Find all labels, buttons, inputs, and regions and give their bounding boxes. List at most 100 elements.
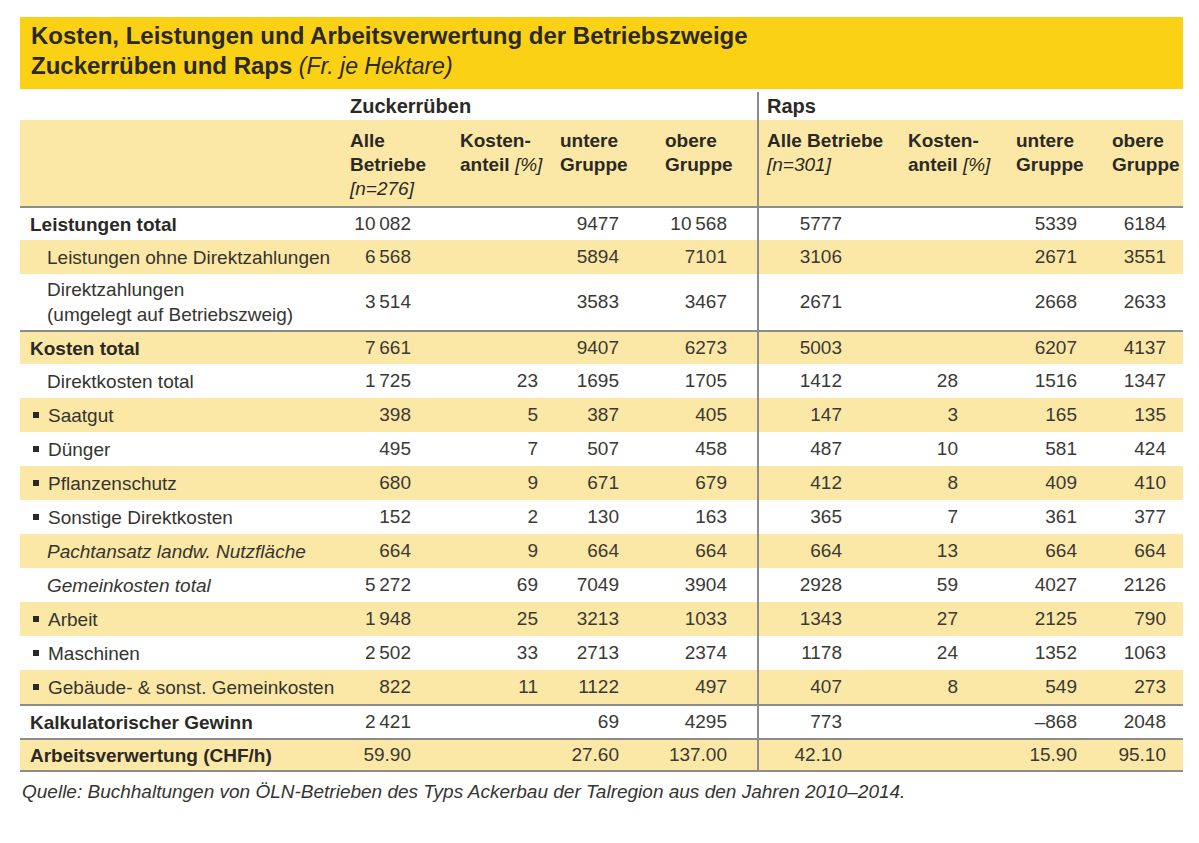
cell-zr-kostenanteil: 5 (411, 404, 538, 426)
header-bracket-note: [n=276] (350, 178, 414, 199)
column-header-zr-alle: AlleBetriebe[n=276] (348, 129, 411, 206)
cell-raps-obere-gruppe: 424 (1077, 438, 1166, 460)
title-line-2: Zuckerrüben und Raps (Fr. je Hektare) (31, 51, 1173, 81)
cell-raps-obere-gruppe: 2633 (1077, 291, 1166, 313)
title-line-1: Kosten, Leistungen und Arbeitsverwertung… (31, 21, 1173, 51)
cell-raps-untere-gruppe: 664 (958, 540, 1077, 562)
row-label: Kalkulatorischer Gewinn (20, 710, 348, 735)
cell-raps-alle-betriebe: 412 (758, 472, 842, 494)
cell-zr-alle-betriebe: 59.90 (348, 744, 411, 766)
cell-zr-obere-gruppe: 4295 (619, 711, 727, 733)
table-row: Gemeinkosten total 5 272 69 7049 3904 29… (20, 568, 1183, 602)
group-header-raps: Raps (758, 95, 1166, 118)
cell-raps-kostenanteil: 3 (842, 404, 958, 426)
row-label-header-spacer (20, 129, 348, 206)
cell-zr-untere-gruppe: 69 (538, 711, 619, 733)
cell-raps-alle-betriebe: 365 (758, 506, 842, 528)
cell-zr-obere-gruppe: 7101 (619, 246, 727, 268)
group-header-row: Zuckerrüben Raps (20, 92, 1183, 120)
column-header-zr-obere: obereGruppe (619, 129, 727, 206)
table-body: Leistungen total 10 082 9477 10 568 5777… (20, 206, 1183, 772)
cell-zr-alle-betriebe: 3 514 (348, 291, 411, 313)
header-line: Kosten- (908, 129, 958, 153)
table-row: Kalkulatorischer Gewinn 2 421 69 4295 77… (20, 704, 1183, 738)
bullet-icon (33, 616, 39, 622)
table-row: Pflanzenschutz 680 9 671 679 412 8 409 4… (20, 466, 1183, 500)
cell-raps-untere-gruppe: –868 (958, 711, 1077, 733)
cell-zr-alle-betriebe: 822 (348, 676, 411, 698)
cell-raps-untere-gruppe: 2671 (958, 246, 1077, 268)
cell-raps-obere-gruppe: 4137 (1077, 337, 1166, 359)
cell-zr-alle-betriebe: 664 (348, 540, 411, 562)
cell-raps-kostenanteil: 10 (842, 438, 958, 460)
table-row: Maschinen 2 502 33 2713 2374 1178 24 135… (20, 636, 1183, 670)
cell-raps-alle-betriebe: 5003 (758, 337, 842, 359)
cell-raps-untere-gruppe: 1516 (958, 370, 1077, 392)
cell-raps-alle-betriebe: 1412 (758, 370, 842, 392)
row-label: Pflanzenschutz (20, 471, 348, 496)
row-label-text: Kalkulatorischer Gewinn (30, 710, 253, 735)
header-line: obere (1112, 129, 1166, 153)
cell-raps-alle-betriebe: 147 (758, 404, 842, 426)
cell-zr-untere-gruppe: 130 (538, 506, 619, 528)
table-row: Gebäude- & sonst. Gemeinkosten 822 11 11… (20, 670, 1183, 704)
cell-zr-kostenanteil: 33 (411, 642, 538, 664)
cell-zr-obere-gruppe: 163 (619, 506, 727, 528)
page: Kosten, Leistungen und Arbeitsverwertung… (0, 0, 1183, 803)
cell-raps-kostenanteil: 8 (842, 472, 958, 494)
column-header-raps-untere: untereGruppe (958, 129, 1077, 206)
cell-zr-untere-gruppe: 27.60 (538, 744, 619, 766)
cell-raps-obere-gruppe: 1063 (1077, 642, 1166, 664)
cell-zr-obere-gruppe: 405 (619, 404, 727, 426)
cell-zr-obere-gruppe: 137.00 (619, 744, 727, 766)
title-line-2-bold: Zuckerrüben und Raps (31, 52, 292, 79)
cell-zr-untere-gruppe: 7049 (538, 574, 619, 596)
row-label: Direktzahlungen(umgelegt auf Betriebszwe… (20, 277, 348, 327)
column-header-raps-obere: obereGruppe (1077, 129, 1166, 206)
cell-zr-obere-gruppe: 1705 (619, 370, 727, 392)
cell-zr-untere-gruppe: 507 (538, 438, 619, 460)
cell-zr-untere-gruppe: 1695 (538, 370, 619, 392)
cell-raps-untere-gruppe: 4027 (958, 574, 1077, 596)
cell-raps-untere-gruppe: 361 (958, 506, 1077, 528)
source-note: Quelle: Buchhaltungen von ÖLN-Betrieben … (20, 781, 1183, 803)
row-label: Direktkosten total (20, 369, 348, 394)
row-label: Gebäude- & sonst. Gemeinkosten (20, 675, 348, 700)
cell-zr-obere-gruppe: 3467 (619, 291, 727, 313)
cell-raps-untere-gruppe: 409 (958, 472, 1077, 494)
row-label-text: Arbeitsverwertung (CHF/h) (30, 743, 272, 768)
cell-zr-untere-gruppe: 3213 (538, 608, 619, 630)
row-label-text: Saatgut (48, 403, 114, 428)
cell-zr-kostenanteil: 23 (411, 370, 538, 392)
cell-raps-alle-betriebe: 664 (758, 540, 842, 562)
cell-raps-untere-gruppe: 2125 (958, 608, 1077, 630)
header-line: Gruppe (665, 153, 727, 177)
row-label: Arbeitsverwertung (CHF/h) (20, 743, 348, 768)
cell-zr-untere-gruppe: 671 (538, 472, 619, 494)
cell-raps-untere-gruppe: 581 (958, 438, 1077, 460)
row-label-text: Dünger (48, 437, 110, 462)
header-line: Alle Betriebe (767, 129, 842, 153)
table-row: Pachtansatz landw. Nutzfläche 664 9 664 … (20, 534, 1183, 568)
row-label-text: Leistungen total (30, 212, 177, 237)
table-title-bar: Kosten, Leistungen und Arbeitsverwertung… (20, 17, 1183, 89)
cell-zr-alle-betriebe: 7 661 (348, 337, 411, 359)
cell-raps-kostenanteil: 28 (842, 370, 958, 392)
cell-zr-kostenanteil: 7 (411, 438, 538, 460)
header-line: obere (665, 129, 727, 153)
cell-zr-alle-betriebe: 680 (348, 472, 411, 494)
cell-zr-untere-gruppe: 9407 (538, 337, 619, 359)
cell-raps-kostenanteil: 13 (842, 540, 958, 562)
header-line: anteil [%] (908, 153, 958, 177)
title-unit-note: (Fr. je Hektare) (292, 53, 452, 79)
cell-raps-obere-gruppe: 2126 (1077, 574, 1166, 596)
cell-raps-alle-betriebe: 42.10 (758, 744, 842, 766)
column-header-raps-alle: Alle Betriebe[n=301] (758, 129, 842, 206)
cell-raps-alle-betriebe: 773 (758, 711, 842, 733)
row-label: Pachtansatz landw. Nutzfläche (20, 539, 348, 564)
cell-zr-kostenanteil: 9 (411, 472, 538, 494)
cell-raps-alle-betriebe: 407 (758, 676, 842, 698)
table-row: Saatgut 398 5 387 405 147 3 165 135 (20, 398, 1183, 432)
cell-zr-kostenanteil: 25 (411, 608, 538, 630)
cell-raps-alle-betriebe: 2671 (758, 291, 842, 313)
